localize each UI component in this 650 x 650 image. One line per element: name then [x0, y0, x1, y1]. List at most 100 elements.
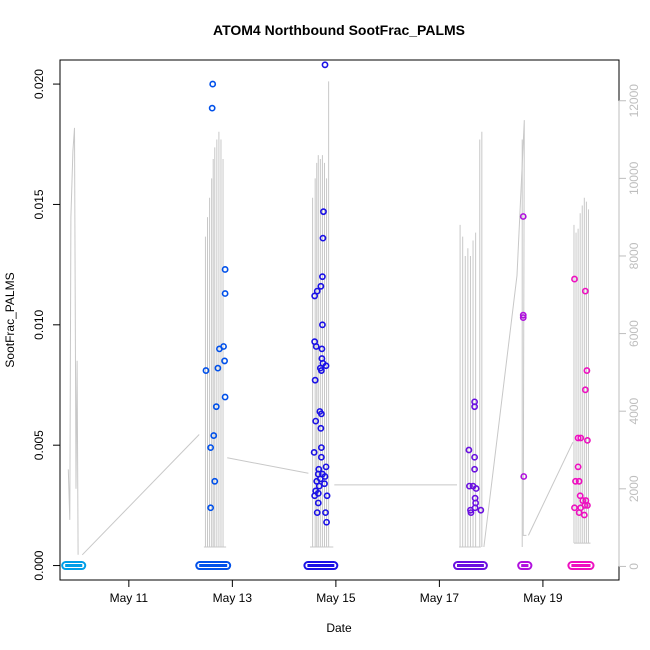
- data-point: [210, 432, 218, 439]
- y2-tick-label: 6000: [627, 320, 641, 347]
- altitude-trace-line: [227, 457, 309, 474]
- data-point: [519, 314, 527, 321]
- data-point: [317, 424, 325, 432]
- data-point: [207, 444, 215, 451]
- zero-band-layer: [61, 561, 595, 571]
- data-point: [322, 463, 330, 471]
- data-point: [317, 410, 325, 418]
- zero-band: [517, 561, 533, 571]
- data-point: [311, 492, 319, 500]
- data-point: [581, 386, 589, 394]
- data-point: [319, 234, 327, 242]
- data-point: [313, 287, 321, 295]
- y2-tick-label: 2000: [627, 475, 641, 502]
- data-point: [575, 477, 583, 485]
- data-point: [471, 403, 478, 411]
- data-point: [317, 444, 325, 451]
- x-tick-label: May 13: [213, 591, 253, 605]
- data-point: [319, 321, 326, 329]
- x-axis-label: Date: [326, 621, 352, 635]
- data-point: [321, 480, 328, 488]
- data-point: [221, 290, 229, 297]
- data-point: [571, 275, 578, 283]
- data-point: [575, 509, 583, 516]
- data-point: [472, 485, 480, 492]
- data-point: [323, 518, 330, 526]
- data-point: [574, 434, 582, 442]
- altitude-trace-line: [67, 127, 79, 555]
- data-point: [221, 266, 229, 273]
- data-point: [581, 287, 589, 295]
- data-point: [322, 362, 330, 370]
- y-tick-label: 0.000: [32, 550, 46, 580]
- data-point: [467, 509, 475, 516]
- data-point: [313, 477, 321, 485]
- data-point: [311, 292, 319, 300]
- data-point: [214, 364, 222, 372]
- y2-tick-label: 4000: [627, 398, 641, 425]
- y2-axis: 0 2000 4000 6000 8000 10000 12000: [618, 84, 641, 570]
- data-point: [314, 499, 322, 507]
- zero-band: [303, 561, 339, 571]
- data-point: [465, 446, 473, 454]
- y2-tick-label: 8000: [627, 242, 641, 269]
- x-axis: May 11 May 13 May 15 May 17 May 19: [110, 579, 563, 605]
- data-point: [312, 343, 320, 350]
- x-tick-label: May 17: [420, 591, 460, 605]
- data-point: [577, 434, 585, 442]
- altitude-trace-line: [483, 120, 527, 548]
- data-point: [208, 104, 216, 112]
- data-point: [202, 367, 210, 374]
- y-tick-label: 0.010: [32, 309, 46, 339]
- y-axis: 0.000 0.005 0.010 0.015 0.020: [32, 69, 60, 581]
- y-tick-label: 0.015: [32, 189, 46, 219]
- y-axis-label: SootFrac_PALMS: [3, 272, 17, 367]
- data-point: [520, 473, 528, 480]
- data-point: [471, 453, 478, 461]
- data-point: [221, 357, 228, 365]
- data-point: [212, 403, 220, 411]
- data-point: [221, 393, 229, 401]
- zero-band: [567, 561, 595, 571]
- data-point: [323, 492, 331, 500]
- y2-tick-label: 12000: [627, 84, 641, 118]
- data-point: [322, 509, 329, 516]
- data-point-layer: [202, 61, 591, 526]
- data-point: [317, 282, 325, 290]
- data-point: [574, 463, 582, 471]
- data-point: [321, 473, 329, 480]
- data-point: [318, 345, 326, 353]
- data-point: [584, 436, 591, 444]
- altitude-trace-line: [81, 434, 200, 556]
- x-tick-label: May 11: [110, 591, 149, 605]
- altitude-trace-layer: [67, 81, 591, 556]
- data-point: [583, 367, 591, 374]
- data-point: [321, 61, 329, 69]
- x-tick-label: May 19: [523, 591, 563, 605]
- data-point: [315, 482, 323, 490]
- y-tick-label: 0.005: [32, 430, 46, 460]
- zero-band: [452, 561, 488, 571]
- zero-band: [61, 561, 87, 571]
- data-point: [312, 417, 320, 425]
- data-point: [311, 376, 319, 384]
- data-point: [319, 273, 326, 281]
- data-point: [580, 511, 588, 519]
- y2-tick-label: 0: [627, 563, 641, 570]
- data-point: [576, 492, 584, 500]
- data-point: [310, 449, 318, 456]
- y2-tick-label: 10000: [627, 161, 641, 195]
- data-point: [209, 80, 217, 88]
- data-point: [572, 477, 579, 485]
- data-point: [519, 311, 527, 319]
- chart-title: ATOM4 Northbound SootFrac_PALMS: [213, 22, 465, 38]
- zero-band: [195, 561, 232, 571]
- x-tick-label: May 15: [316, 591, 356, 605]
- data-point: [207, 504, 215, 512]
- data-point: [584, 501, 591, 509]
- y-tick-label: 0.020: [32, 69, 46, 99]
- data-point: [313, 509, 321, 516]
- data-point: [211, 477, 219, 485]
- data-point: [471, 465, 478, 473]
